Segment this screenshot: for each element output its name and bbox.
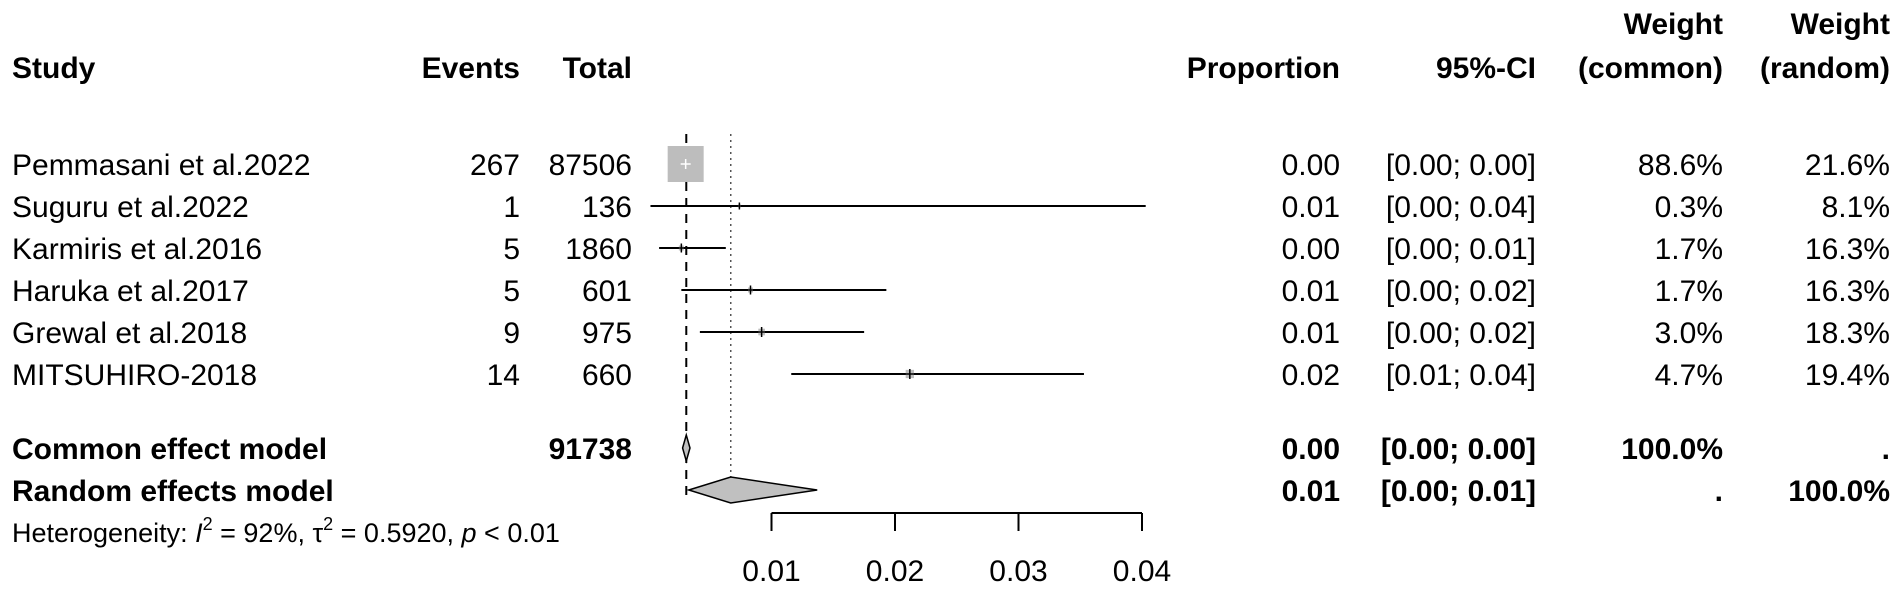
study-mark (681, 285, 887, 295)
study-row: Suguru et al.2022 1 136 0.01 [0.00; 0.04] 0.3… (12, 191, 1890, 224)
random-model-label: Random effects model (12, 475, 334, 508)
random-effects-diamond (686, 476, 818, 504)
common-ci-cell: [0.00; 0.00] (1381, 433, 1536, 466)
header-row: Study Events Total Proportion 95%-CI Wei… (12, 8, 1890, 85)
total-cell: 136 (582, 191, 632, 224)
total-cell: 601 (582, 275, 632, 308)
total-cell: 660 (582, 359, 632, 392)
events-cell: 5 (503, 275, 520, 308)
x-tick-label: 0.03 (989, 555, 1047, 588)
study-mark (659, 243, 726, 253)
study-label: Haruka et al.2017 (12, 275, 249, 308)
study-mark (791, 369, 1084, 379)
random-weight-common-cell: . (1715, 475, 1723, 508)
het-tau-value: = 0.5920, (333, 518, 461, 548)
study-row: Grewal et al.2018 9 975 0.01 [0.00; 0.02] 3.0… (12, 317, 1890, 350)
x-tick-label: 0.01 (742, 555, 800, 588)
weight-common-cell: 88.6% (1638, 149, 1723, 182)
study-row: Karmiris et al.2016 5 1860 0.00 [0.00; 0.01]… (12, 233, 1890, 266)
events-cell: 5 (503, 233, 520, 266)
header-events: Events (422, 52, 520, 85)
weight-random-cell: 19.4% (1805, 359, 1890, 392)
common-weight-random-cell: . (1882, 433, 1890, 466)
header-weight-random-2: (random) (1760, 52, 1890, 85)
study-row: MITSUHIRO-2018 14 660 0.02 [0.01; 0.04] 4.7% 1… (12, 359, 1890, 392)
study-label: Suguru et al.2022 (12, 191, 249, 224)
study-label: Grewal et al.2018 (12, 317, 247, 350)
proportion-cell: 0.01 (1282, 191, 1340, 224)
study-mark (699, 327, 865, 337)
random-ci-cell: [0.00; 0.01] (1381, 475, 1536, 508)
het-p-symbol: p (461, 518, 477, 548)
total-cell: 87506 (549, 149, 632, 182)
events-cell: 14 (487, 359, 520, 392)
ci-cell: [0.00; 0.02] (1386, 317, 1536, 350)
study-mark (650, 202, 1146, 210)
common-model-label: Common effect model (12, 433, 327, 466)
random-proportion-cell: 0.01 (1282, 475, 1340, 508)
random-effects-row: Random effects model 0.01 [0.00; 0.01]. 100… (12, 475, 1890, 508)
common-total-cell: 91738 (549, 433, 632, 466)
x-axis: 0.01 0.02 0.03 0.04 (742, 512, 1171, 588)
weight-common-cell: 4.7% (1655, 359, 1723, 392)
total-cell: 975 (582, 317, 632, 350)
het-tau-sup: 2 (323, 514, 333, 534)
random-weight-random-cell: 100.0% (1788, 475, 1890, 508)
weight-common-cell: 3.0% (1655, 317, 1723, 350)
header-weight-random-1: Weight (1791, 8, 1890, 41)
het-i2-sup: 2 (203, 514, 213, 534)
events-cell: 9 (503, 317, 520, 350)
weight-random-cell: 16.3% (1805, 233, 1890, 266)
common-effect-diamond (681, 432, 691, 464)
weight-common-cell: 1.7% (1655, 275, 1723, 308)
header-ci: 95%-CI (1436, 52, 1536, 85)
weight-random-cell: 18.3% (1805, 317, 1890, 350)
ci-cell: [0.00; 0.02] (1386, 275, 1536, 308)
proportion-cell: 0.01 (1282, 275, 1340, 308)
common-proportion-cell: 0.00 (1282, 433, 1340, 466)
header-weight-common-1: Weight (1624, 8, 1723, 41)
proportion-cell: 0.02 (1282, 359, 1340, 392)
study-label: Karmiris et al.2016 (12, 233, 262, 266)
study-row: Pemmasani et al.2022 267 87506 0.00 [0.00; 0… (12, 149, 1890, 182)
proportion-cell: 0.01 (1282, 317, 1340, 350)
heterogeneity-text: Heterogeneity: I2 = 92%, τ2 = 0.5920, p … (12, 514, 560, 548)
common-effect-row: Common effect model 91738 0.00 [0.00; 0.00]… (12, 433, 1890, 466)
header-study: Study (12, 52, 96, 85)
het-p-value: < 0.01 (477, 518, 560, 548)
plot-marks (650, 134, 1146, 504)
common-weight-common-cell: 100.0% (1621, 433, 1723, 466)
header-proportion: Proportion (1187, 52, 1340, 85)
study-rows: Pemmasani et al.2022 267 87506 0.00 [0.00; 0… (12, 149, 1890, 508)
weight-random-cell: 16.3% (1805, 275, 1890, 308)
study-label: Pemmasani et al.2022 (12, 149, 311, 182)
study-label: MITSUHIRO-2018 (12, 359, 257, 392)
events-cell: 267 (470, 149, 520, 182)
weight-common-cell: 0.3% (1655, 191, 1723, 224)
proportion-cell: 0.00 (1282, 149, 1340, 182)
x-tick-label: 0.04 (1113, 555, 1171, 588)
weight-random-cell: 21.6% (1805, 149, 1890, 182)
het-i2-value: = 92%, (213, 518, 313, 548)
weight-common-cell: 1.7% (1655, 233, 1723, 266)
study-row: Haruka et al.2017 5 601 0.01 [0.00; 0.02] 1.7… (12, 275, 1890, 308)
het-tau-symbol: τ (312, 518, 323, 548)
study-mark (667, 146, 704, 182)
ci-cell: [0.00; 0.00] (1386, 149, 1536, 182)
het-prefix: Heterogeneity: (12, 518, 195, 548)
x-tick-label: 0.02 (866, 555, 924, 588)
ci-cell: [0.00; 0.01] (1386, 233, 1536, 266)
weight-random-cell: 8.1% (1822, 191, 1890, 224)
events-cell: 1 (503, 191, 520, 224)
header-total: Total (563, 52, 632, 85)
header-weight-common-2: (common) (1578, 52, 1723, 85)
ci-cell: [0.00; 0.04] (1386, 191, 1536, 224)
total-cell: 1860 (565, 233, 632, 266)
ci-cell: [0.01; 0.04] (1386, 359, 1536, 392)
proportion-cell: 0.00 (1282, 233, 1340, 266)
het-i2-symbol: I (195, 518, 203, 548)
